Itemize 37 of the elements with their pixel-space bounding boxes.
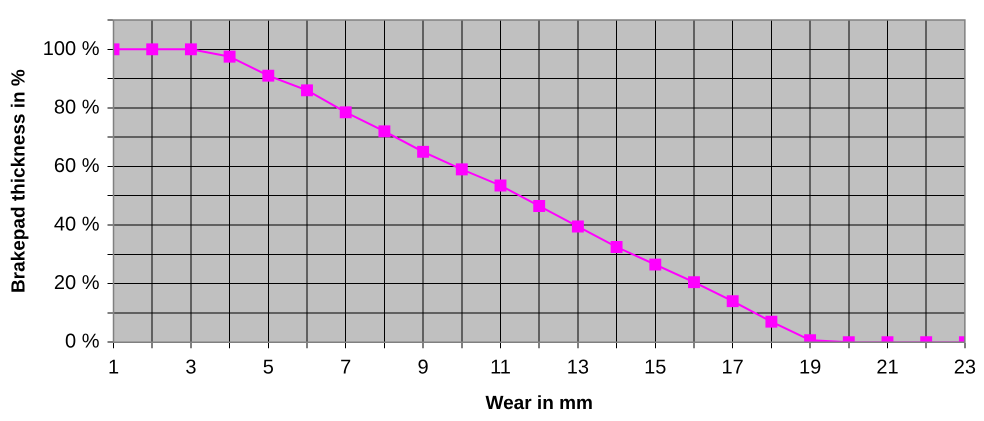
point [649,258,662,271]
point [262,70,274,82]
x-tick-label: 23 [954,356,976,379]
x-axis-title: Wear in mm [486,392,593,414]
x-tick-label: 17 [722,356,744,379]
x-tick-label: 5 [262,356,274,379]
x-tick-label: 7 [340,356,352,379]
x-tick-label: 9 [418,356,429,379]
y-tick-label: 80 % [54,96,100,118]
point [146,43,158,56]
y-tick-label: 40 % [54,214,100,236]
x-tick-label: 3 [185,356,196,379]
y-tick-label: 60 % [54,154,100,177]
y-tick-label: 100 % [42,38,100,60]
x-tick-label: 19 [798,356,822,379]
x-tick-label: 21 [876,356,899,379]
point [726,295,739,308]
point [417,146,430,158]
y-axis-title: Brakepad thickness in % [8,69,30,294]
point [610,241,623,253]
y-tick-label: 20 % [54,272,100,294]
point [494,180,506,192]
point [456,163,468,176]
point [572,220,584,232]
point [224,50,236,63]
point [301,84,313,96]
y-tick-label: 0 % [65,330,100,353]
point [765,316,778,328]
x-tick-label: 15 [644,356,666,379]
point [378,125,390,138]
point [688,276,700,288]
x-tick-label: 13 [566,356,590,379]
point [340,106,352,118]
x-tick-label: 11 [490,356,511,379]
point [533,200,546,212]
x-tick-label: 1 [108,356,120,379]
point [184,43,197,56]
